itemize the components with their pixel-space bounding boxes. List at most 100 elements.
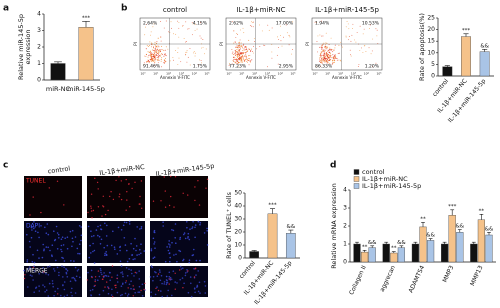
x-tick-label: 10⁰ — [312, 72, 318, 76]
error-bar — [479, 214, 484, 220]
cell — [104, 252, 106, 255]
cell — [106, 244, 109, 247]
event-dot — [243, 32, 245, 34]
cell — [184, 237, 187, 240]
event-dot — [235, 37, 237, 38]
cell — [197, 220, 200, 223]
event-dot — [247, 58, 249, 60]
y-tick-label: 4 — [37, 11, 41, 18]
cell — [34, 230, 37, 232]
cell — [32, 266, 34, 268]
event-dot — [169, 60, 171, 62]
cell — [179, 269, 181, 271]
event-dot — [371, 50, 373, 52]
cell — [33, 270, 36, 272]
event-dot — [145, 26, 146, 28]
event-dot — [276, 54, 278, 56]
event-dot — [322, 45, 324, 47]
quadrant-percent: 17.00% — [276, 21, 294, 27]
cell — [119, 245, 121, 248]
cell — [47, 246, 49, 249]
cell — [38, 290, 41, 292]
y-tick-label: 4 — [343, 187, 347, 194]
cell — [105, 235, 108, 237]
cell — [62, 276, 64, 278]
event-dot — [321, 48, 323, 50]
cell — [206, 178, 209, 180]
significance-label: && — [426, 233, 435, 239]
event-dot — [238, 66, 240, 68]
event-dot — [376, 35, 378, 37]
event-dot — [162, 49, 164, 51]
event-dot — [164, 60, 166, 62]
event-dot — [248, 55, 249, 57]
cell — [110, 244, 113, 247]
significance-label: && — [368, 240, 377, 246]
event-dot — [236, 53, 238, 55]
cell — [173, 206, 175, 208]
event-dot — [322, 46, 324, 48]
error-bar — [355, 241, 359, 244]
event-dot — [250, 21, 252, 23]
event-dot — [328, 49, 330, 51]
cell — [104, 254, 106, 257]
cell — [179, 236, 182, 239]
event-dot — [149, 51, 151, 53]
cell — [87, 225, 90, 228]
event-dot — [156, 54, 158, 56]
event-dot — [360, 47, 362, 49]
event-dot — [325, 57, 327, 59]
event-dot — [321, 60, 323, 62]
cell — [62, 244, 65, 246]
cell — [161, 295, 163, 298]
event-dot — [271, 27, 273, 29]
cell — [94, 280, 96, 283]
event-dot — [156, 56, 158, 58]
cell — [174, 237, 176, 239]
cell — [95, 229, 98, 231]
quadrant-percent: 91.46% — [143, 64, 161, 70]
event-dot — [239, 51, 241, 53]
event-dot — [239, 52, 241, 54]
event-dot — [324, 55, 326, 57]
legend-swatch — [353, 176, 360, 182]
event-dot — [235, 62, 237, 64]
cell — [93, 262, 96, 264]
cell — [153, 231, 155, 233]
cell — [122, 224, 125, 227]
error-bar — [399, 245, 404, 248]
event-dot — [185, 51, 187, 53]
event-dot — [356, 31, 358, 33]
cell — [189, 276, 192, 278]
cell — [97, 270, 100, 272]
event-dot — [252, 51, 253, 52]
event-dot — [333, 58, 335, 59]
event-dot — [324, 46, 326, 48]
event-dot — [350, 54, 351, 56]
cell — [51, 282, 54, 285]
cell — [174, 223, 177, 225]
event-dot — [319, 59, 321, 61]
cell — [134, 291, 136, 294]
cell — [92, 242, 94, 245]
event-dot — [247, 58, 249, 60]
cell — [189, 228, 191, 230]
event-dot — [235, 59, 237, 61]
cell — [195, 274, 197, 276]
cell — [150, 295, 152, 298]
event-dot — [372, 66, 374, 68]
event-dot — [239, 58, 241, 60]
cell — [47, 295, 50, 297]
event-dot — [148, 62, 150, 64]
cell — [111, 288, 113, 291]
cell — [94, 284, 96, 287]
event-dot — [251, 22, 253, 23]
y-tick-label: 20 — [234, 229, 242, 236]
cell — [193, 268, 195, 270]
event-dot — [329, 48, 331, 50]
cell — [65, 271, 68, 274]
event-dot — [165, 46, 167, 48]
cell — [133, 275, 135, 277]
cell — [120, 272, 122, 274]
cell — [133, 288, 135, 290]
